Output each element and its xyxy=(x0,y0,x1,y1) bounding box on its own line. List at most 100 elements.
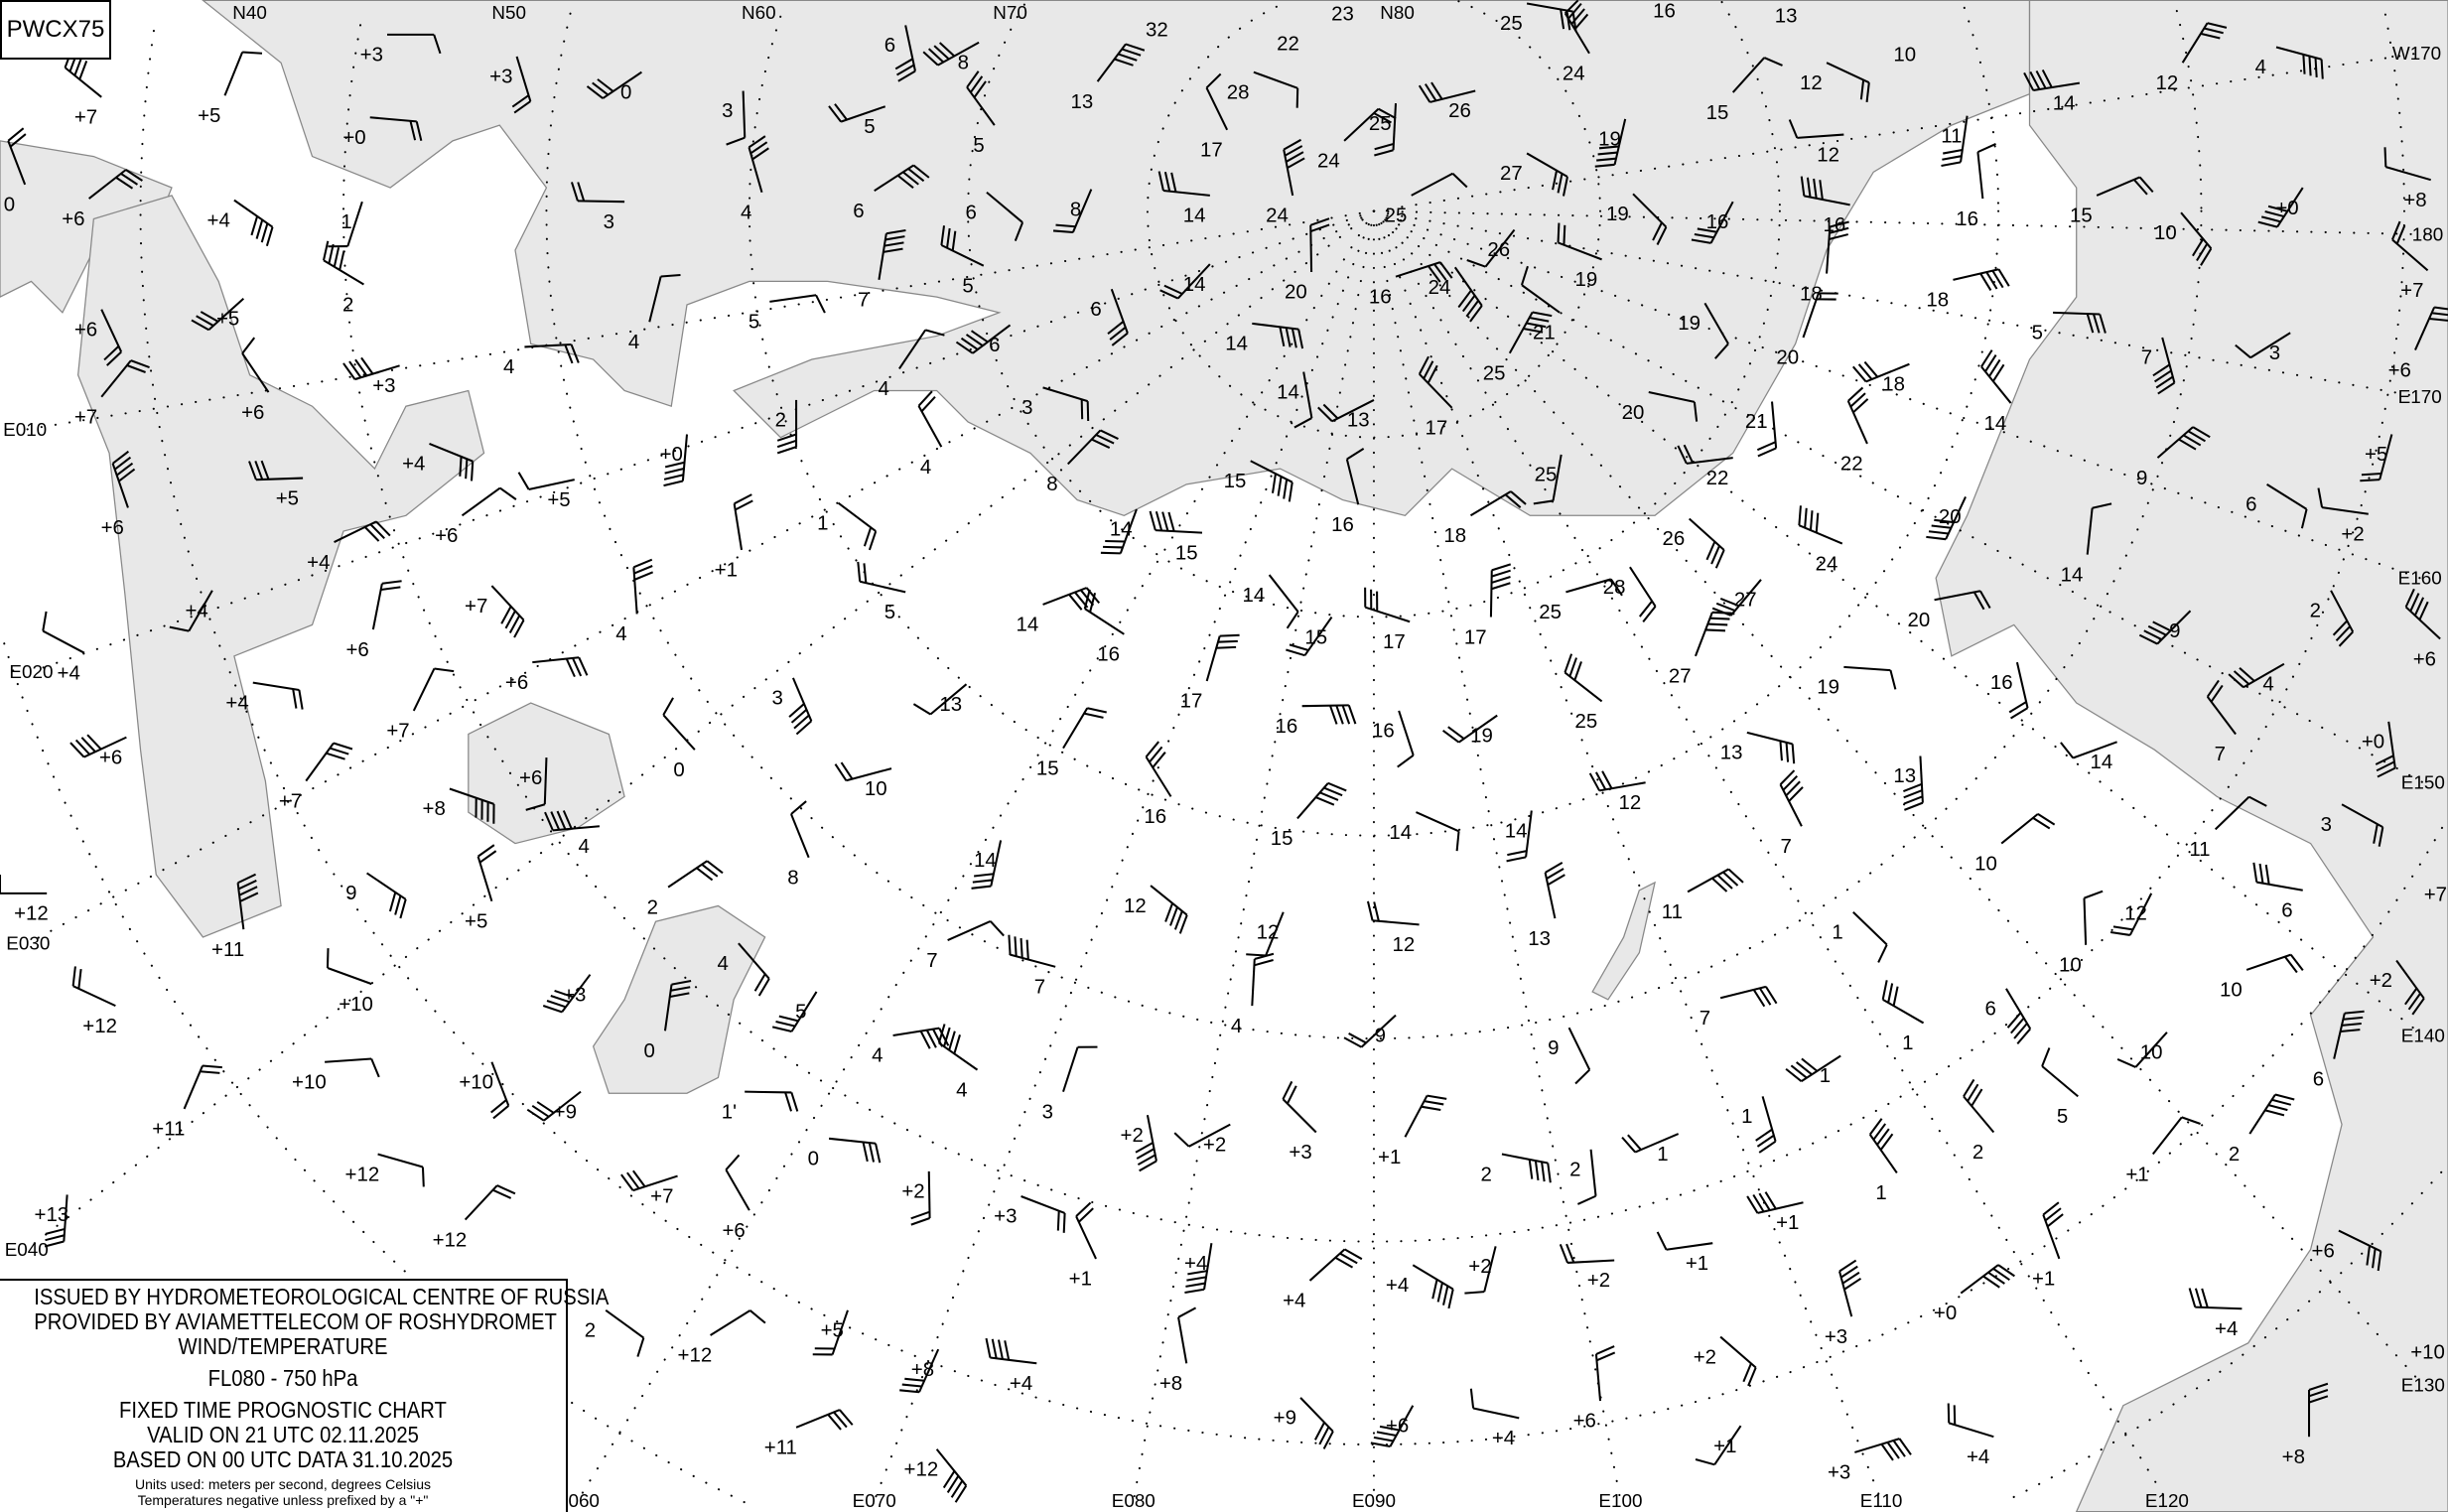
wind-barb xyxy=(1557,222,1602,261)
temperature-label: 16 xyxy=(1276,715,1298,738)
wind-barb xyxy=(461,486,517,517)
temperature-label: +6 xyxy=(2312,1239,2335,1262)
temperature-label: 32 xyxy=(1146,18,1168,41)
wind-barb xyxy=(2333,1010,2365,1059)
temperature-label: 1 xyxy=(1657,1143,1668,1166)
wind-barb xyxy=(912,683,968,716)
wind-barb xyxy=(236,873,259,930)
temperature-label: 11 xyxy=(1941,124,1962,147)
wind-barb xyxy=(894,25,916,82)
temperature-label: +2 xyxy=(1121,1124,1144,1147)
temperature-label: 20 xyxy=(1285,281,1307,304)
wind-barb xyxy=(1520,265,1561,314)
temperature-label: +4 xyxy=(207,208,230,231)
wind-barb xyxy=(1317,399,1375,423)
wind-barb xyxy=(490,1061,510,1120)
temperature-label: +12 xyxy=(433,1228,468,1251)
temperature-label: 0 xyxy=(4,194,15,216)
wind-barb xyxy=(1177,1306,1197,1364)
temperature-label: 19 xyxy=(1678,312,1700,335)
wind-barb xyxy=(1756,401,1778,458)
temperature-label: 2 xyxy=(775,409,786,432)
wind-barb xyxy=(1466,228,1516,268)
wind-barb xyxy=(2383,147,2431,182)
grid-label: E130 xyxy=(2401,1375,2445,1396)
wind-barb xyxy=(1418,355,1453,409)
wind-barb xyxy=(342,356,400,381)
wind-barb xyxy=(1802,292,1838,339)
wind-barb xyxy=(1656,1231,1713,1251)
temperature-label: +8 xyxy=(911,1358,934,1381)
wind-barb xyxy=(632,558,654,615)
wind-barb xyxy=(524,343,580,364)
wind-barb xyxy=(1150,885,1188,934)
temperature-label: 12 xyxy=(1817,143,1839,166)
temperature-label: 16 xyxy=(1990,671,2013,694)
wind-barb xyxy=(1173,1123,1231,1148)
temperature-label: +6 xyxy=(519,766,542,789)
wind-barb xyxy=(2341,803,2384,847)
wind-barb xyxy=(1374,103,1398,157)
temperature-label: 16 xyxy=(1097,643,1120,666)
temperature-label: 26 xyxy=(1487,238,1510,261)
wind-barb xyxy=(620,1169,678,1192)
wind-barb xyxy=(788,677,813,736)
wind-barb xyxy=(2042,1201,2064,1260)
temperature-label: 16 xyxy=(1372,720,1395,743)
temperature-label: 8 xyxy=(958,52,969,74)
temperature-label: 11 xyxy=(1662,900,1683,923)
wind-barb xyxy=(935,1448,968,1503)
temperature-label: +9 xyxy=(1274,1407,1296,1430)
wind-barb xyxy=(1159,263,1211,300)
wind-barb xyxy=(828,1137,882,1164)
temperature-label: 15 xyxy=(1224,470,1247,492)
wind-barb xyxy=(2152,337,2176,395)
temperature-label: 6 xyxy=(989,334,1000,356)
wind-barb xyxy=(464,1184,516,1221)
temperature-label: +3 xyxy=(1289,1141,1311,1164)
temperature-label: +2 xyxy=(901,1180,924,1203)
temperature-label: 4 xyxy=(2255,56,2266,78)
wind-barb xyxy=(1843,665,1897,690)
wind-barb xyxy=(834,761,892,782)
temperature-label: 15 xyxy=(1175,541,1198,564)
wind-barb xyxy=(1564,653,1603,703)
wind-barb xyxy=(570,182,625,204)
temperature-label: +1 xyxy=(715,559,738,582)
wind-barb xyxy=(1711,579,1762,617)
temperature-label: 0 xyxy=(673,758,684,781)
wind-barb xyxy=(1941,115,1969,168)
temperature-label: +6 xyxy=(1573,1410,1596,1433)
temperature-label: 9 xyxy=(1548,1036,1559,1059)
wind-barb xyxy=(2395,959,2425,1016)
wind-barb xyxy=(532,656,589,678)
wind-barb xyxy=(323,240,364,286)
wind-barb xyxy=(1691,201,1734,244)
wind-barb xyxy=(878,228,906,280)
temperature-label: +5 xyxy=(276,486,299,509)
wind-barb xyxy=(525,757,548,811)
wind-barb xyxy=(1588,770,1646,792)
temperature-label: +7 xyxy=(386,720,409,743)
wind-barb xyxy=(971,840,1003,890)
wind-barb xyxy=(837,501,878,551)
temperature-label: 5 xyxy=(795,1001,806,1024)
wind-barb xyxy=(2109,893,2153,936)
wind-barb xyxy=(2008,661,2029,720)
wind-barb xyxy=(1416,811,1460,852)
wind-barb xyxy=(1345,447,1365,505)
temperature-label: 2 xyxy=(2310,600,2321,622)
wind-barb xyxy=(790,800,810,859)
temperature-label: +5 xyxy=(465,909,487,932)
wind-barb xyxy=(387,33,442,55)
wind-barb xyxy=(1370,1405,1415,1448)
temperature-label: 24 xyxy=(1266,205,1289,227)
wind-barb xyxy=(100,359,150,398)
wind-barb xyxy=(371,580,402,630)
temperature-label: 15 xyxy=(1706,101,1729,124)
temperature-label: 12 xyxy=(2124,902,2147,925)
wind-barb xyxy=(517,472,575,490)
temperature-label: +10 xyxy=(292,1070,327,1093)
temperature-label: +6 xyxy=(435,524,458,547)
